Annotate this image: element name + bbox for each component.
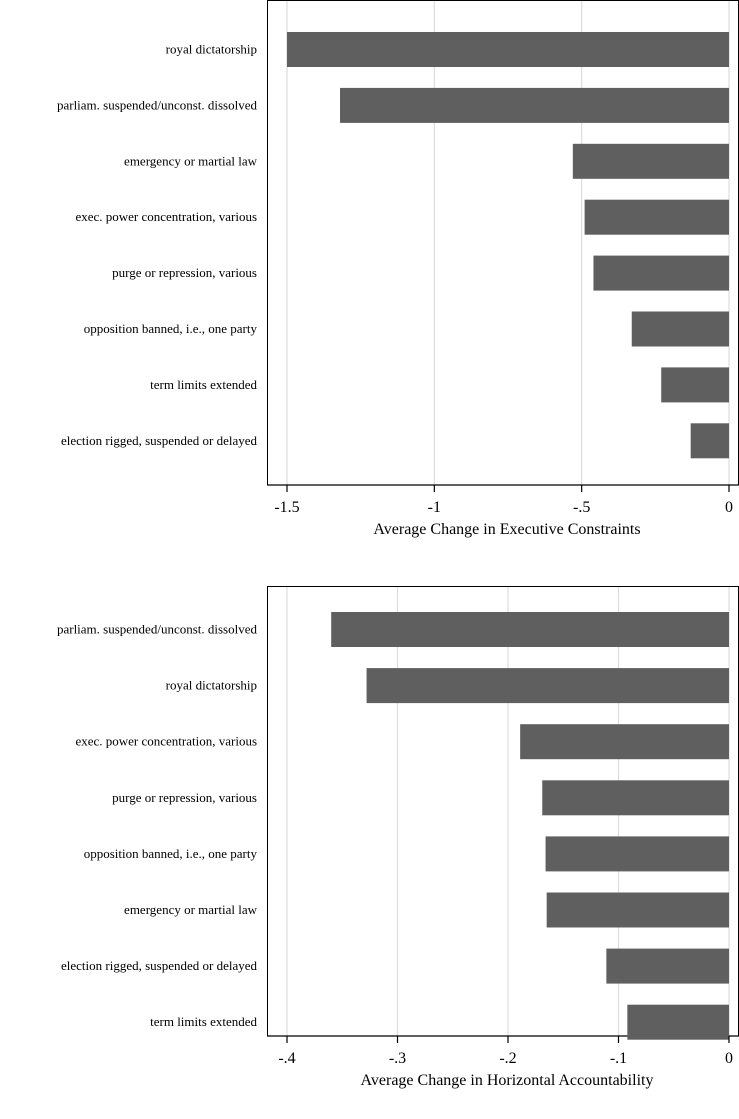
bar [661,367,729,403]
category-label: royal dictatorship [166,42,257,57]
x-tick-label: -1.5 [274,499,299,516]
x-tick-label: -.1 [610,1050,627,1067]
x-axis-title: Average Change in Horizontal Accountabil… [361,1072,654,1089]
chart-panel-1: royal dictatorship parliam. suspended/unc… [57,0,739,538]
bar [593,255,729,291]
bar [690,423,729,459]
bar [572,143,729,179]
category-label: royal dictatorship [166,678,257,693]
bar [287,32,729,67]
category-label: opposition banned, i.e., one party [84,321,258,336]
chart-panel-2: parliam. suspended/unconst. dissolved roy… [57,586,739,1089]
category-label: purge or repression, various [112,790,257,805]
x-axis-title: Average Change in Executive Constraints [373,521,640,538]
x-tick-label: -.4 [278,1050,295,1067]
bar [520,724,729,760]
bar [627,1004,729,1040]
category-label: term limits extended [150,377,257,392]
x-tick-label: -.3 [389,1050,406,1067]
x-tick-label: -.5 [573,499,590,516]
bar [546,892,729,928]
category-label: election rigged, suspended or delayed [61,958,258,973]
category-label: opposition banned, i.e., one party [84,846,258,861]
category-label: exec. power concentration, various [75,209,257,224]
bar [366,668,729,704]
x-tick-label: -1 [428,499,441,516]
x-tick-label: 0 [725,1050,733,1067]
bar [606,948,729,984]
category-label: parliam. suspended/unconst. dissolved [57,622,258,637]
category-label: parliam. suspended/unconst. dissolved [57,97,258,112]
category-label: emergency or martial law [124,153,258,168]
category-label: purge or repression, various [112,265,257,280]
bar [331,612,729,647]
bar [631,311,729,347]
category-label: emergency or martial law [124,902,258,917]
bar [584,199,729,235]
x-tick-label: -.2 [499,1050,516,1067]
category-label: election rigged, suspended or delayed [61,433,258,448]
x-tick-label: 0 [725,499,733,516]
bar [340,87,729,123]
bar [545,836,729,872]
category-label: term limits extended [150,1014,257,1029]
category-label: exec. power concentration, various [75,734,257,749]
bar [542,780,729,816]
